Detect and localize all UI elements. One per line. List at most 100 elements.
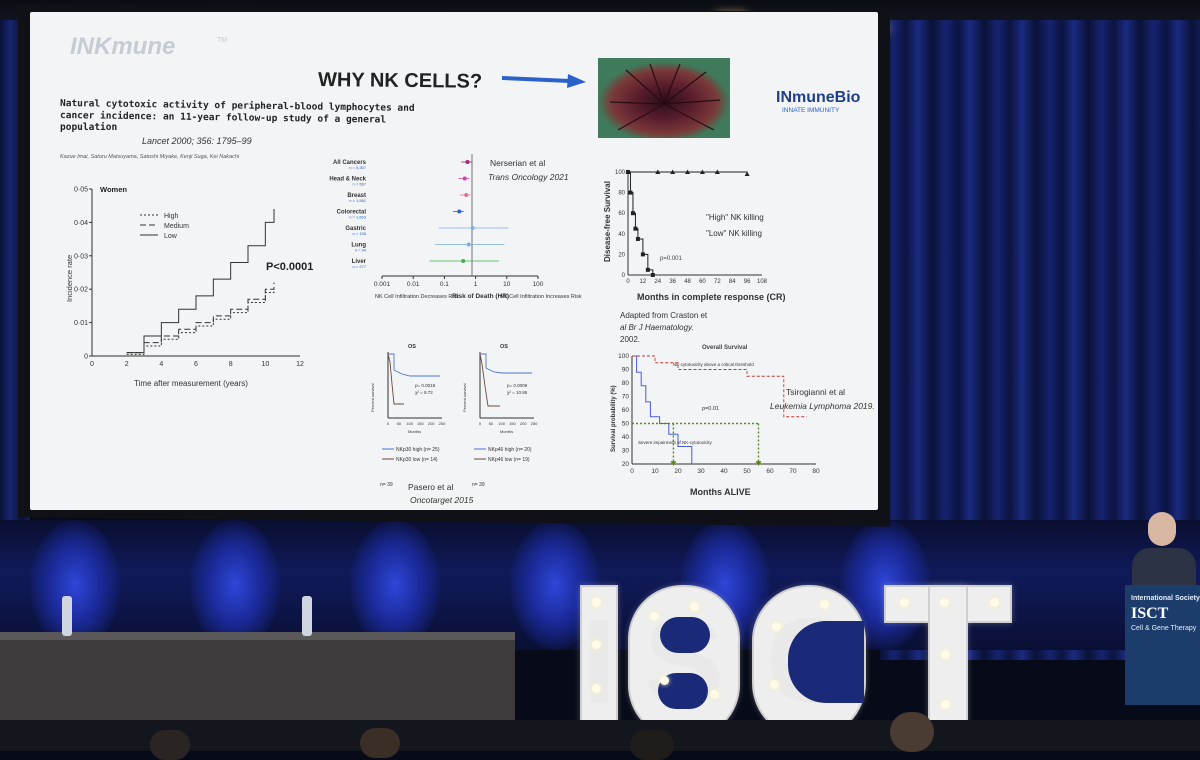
y-tick-label: 0·04 [74, 220, 88, 227]
x-tick-label: 10 [261, 361, 269, 368]
y-axis-label: Disease-free Survival [603, 181, 612, 262]
plot-title: OS [500, 344, 508, 350]
y-tick-label: 90 [622, 367, 630, 374]
y-axis-label: Survival probability (%) [611, 385, 617, 452]
citation-journal: Leukemia Lymphoma 2019. [770, 401, 875, 411]
pasero-citation-journal: Oncotarget 2015 [410, 495, 474, 505]
letter-cutout [660, 617, 710, 653]
high-nk-line [628, 171, 748, 175]
km-curve-high [480, 353, 532, 374]
high-nk-marker [699, 169, 705, 174]
row-label: Head & Neck [329, 177, 366, 183]
marquee-letter-s: S [628, 585, 740, 739]
x-tick-label: 100 [533, 281, 544, 288]
x-tick-label: 0 [90, 361, 94, 368]
chart-title: Women [100, 185, 127, 194]
x-tick-label: 150 [417, 421, 424, 426]
row-label: Colorectal [337, 210, 367, 216]
x-tick-label: 80 [812, 468, 820, 475]
source-line-3: 2002. [620, 335, 640, 344]
series-line-low [126, 209, 275, 354]
audience-head [630, 730, 674, 760]
low-nk-marker [628, 190, 633, 195]
hazard-ratio-point [464, 193, 469, 197]
x-tick-label: 0 [626, 279, 630, 285]
podium-text-line-1: International Society [1131, 595, 1200, 602]
x-tick-label: 30 [697, 468, 705, 475]
low-nk-marker [630, 211, 635, 216]
paper-title-line-3: population [60, 122, 117, 133]
x-tick-label: 36 [669, 279, 676, 285]
low-nk-label: "Low" NK killing [706, 229, 762, 238]
slide-title: WHY NK CELLS? [318, 69, 482, 93]
marquee-letter-t-stem [928, 585, 968, 739]
x-tick-label: 0 [630, 468, 634, 475]
inmunebio-tagline: INNATE IMMUNITY [782, 107, 840, 114]
sea-urchin-photo [598, 58, 730, 138]
y-tick-label: 70 [622, 394, 630, 401]
forest-plot: Nerserian et al Trans Oncology 2021 NK C… [329, 154, 582, 300]
p-value: p= 0.0009 [507, 383, 528, 388]
arrow-icon [501, 74, 586, 88]
y-tick-label: 60 [622, 407, 630, 414]
x-tick-label: 50 [397, 421, 402, 426]
letter: I [582, 594, 616, 728]
y-tick-label: 80 [618, 191, 625, 197]
row-n: n = 1,581 [349, 198, 367, 203]
os-chart: Overall Survival Survival probability (%… [611, 345, 875, 497]
legend: High Medium Low [140, 213, 189, 240]
marquee-bulb [772, 622, 781, 631]
x-tick-label: 48 [684, 279, 691, 285]
y-tick-label: 20 [618, 252, 625, 258]
low-nk-marker [633, 226, 638, 231]
source-line-2: al Br J Haematology. [620, 323, 694, 332]
sample-size: n= 39 [380, 482, 393, 488]
marquee-bulb [820, 600, 829, 609]
marquee-letter-i: I [580, 585, 618, 739]
audience-head [890, 712, 934, 752]
low-nk-line [628, 171, 654, 275]
speaker-head [1148, 512, 1176, 546]
x-tick-label: 100 [406, 421, 413, 426]
pasero-citation: Pasero et al [408, 482, 453, 492]
hazard-ratio-point [461, 259, 466, 263]
annotation-below: Severe impairment of NK-cytotoxicity [638, 440, 713, 445]
high-nk-label: "High" NK killing [706, 213, 764, 222]
y-tick-label: 40 [622, 434, 630, 441]
stage-light [30, 520, 120, 650]
y-tick-label: 40 [618, 232, 625, 238]
podium: International Society ISCT Cell & Gene T… [1125, 585, 1200, 705]
chart-title: Overall Survival [702, 345, 748, 351]
y-tick-label: 20 [622, 461, 630, 468]
high-nk-marker [744, 171, 750, 177]
y-tick-label: 30 [622, 448, 630, 455]
marquee-bulb [710, 690, 719, 699]
p-value: p=0.001 [660, 256, 683, 262]
chi-square: χ² = 9.72 [415, 390, 433, 395]
marquee-bulb [990, 598, 999, 607]
x-tick-label: 2 [125, 361, 129, 368]
row-label: Liver [352, 259, 367, 265]
low-nk-marker [635, 236, 640, 241]
legend-label: Low [164, 233, 178, 240]
pasero-left-plot: OS Percent survival Months p= 0.0018 χ² … [370, 344, 446, 488]
median-marker-high [755, 461, 762, 466]
median-marker-low [670, 461, 677, 466]
low-nk-marker [626, 170, 630, 174]
presentation-slide: INKmune TM WHY NK CELLS? INmuneBio INNAT… [30, 12, 878, 510]
panel-desk [0, 640, 515, 730]
letter-cutout [788, 621, 864, 703]
y-tick-label: 80 [622, 380, 630, 387]
audience-head [150, 730, 190, 760]
hazard-ratio-point [457, 209, 462, 214]
podium-text-line-3: Cell & Gene Therapy [1131, 625, 1197, 632]
y-axis-label: Percent survival [370, 383, 375, 412]
y-axis-label: Percent survival [462, 383, 467, 412]
x-tick-label: 150 [509, 421, 516, 426]
row-label: Lung [351, 243, 366, 249]
x-tick-label: 6 [194, 361, 198, 368]
hazard-ratio-point [466, 242, 471, 247]
marquee-bulb [592, 684, 601, 693]
dfs-chart: Disease-free Survival Months in complete… [603, 169, 786, 344]
x-tick-label: 100 [498, 421, 505, 426]
